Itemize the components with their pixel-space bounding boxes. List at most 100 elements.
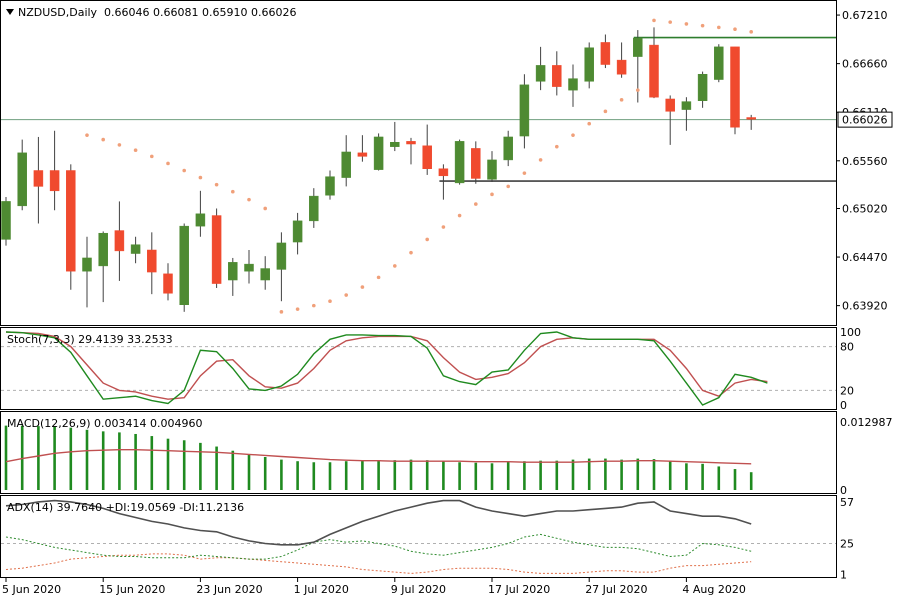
- sar-dot-32: [522, 171, 527, 175]
- sar-dot-20: [328, 299, 332, 304]
- candle-body: [568, 78, 578, 91]
- dropdown-triangle-icon[interactable]: [6, 9, 14, 15]
- candle-body: [406, 141, 416, 145]
- candle-body: [179, 225, 189, 306]
- macd-panel-frame: [0, 411, 837, 494]
- candle-1: [17, 139, 27, 211]
- candle-body: [665, 98, 675, 112]
- sar-dot-31: [506, 184, 511, 189]
- sar-dot-17: [279, 310, 284, 314]
- candle-body: [228, 262, 238, 281]
- sar-dot-7: [117, 143, 122, 147]
- minus-di-line: [5, 553, 752, 574]
- macd-label: MACD(12,26,9) 0.003414 0.004960: [7, 417, 203, 430]
- candle-30: [487, 151, 497, 182]
- macd-group: [4, 425, 753, 490]
- x-tick-label: 1 Jul 2020: [294, 583, 349, 596]
- candle-body: [552, 65, 562, 87]
- candle-32: [519, 74, 530, 149]
- adx-line: [5, 499, 752, 546]
- candle-body: [357, 152, 368, 157]
- candle-17: [276, 232, 287, 302]
- macd-tick-label: 0: [840, 484, 847, 497]
- candle-body: [49, 170, 60, 192]
- candle-45: [730, 46, 740, 135]
- stochastic-label: Stoch(7,3,3) 29.4139 33.2533: [7, 333, 173, 346]
- x-tick-label: 15 Jun 2020: [99, 583, 165, 596]
- candle-42: [681, 97, 692, 131]
- candle-body: [292, 220, 303, 243]
- candle-body: [163, 273, 173, 294]
- y-tick-label: 0.65020: [842, 202, 888, 215]
- candle-23: [373, 133, 384, 171]
- candle-body: [17, 152, 27, 207]
- candle-12: [195, 190, 206, 237]
- main-panel-frame: [0, 0, 837, 326]
- candle-body: [422, 145, 432, 169]
- candle-34: [552, 51, 562, 96]
- sar-dot-16: [263, 206, 268, 211]
- candle-41: [665, 95, 675, 145]
- sar-dot-42: [684, 22, 689, 26]
- candle-body: [309, 195, 319, 222]
- macd-tick-label: 0.012987: [840, 416, 893, 429]
- candle-body: [276, 242, 287, 270]
- candle-body: [697, 73, 708, 101]
- candle-body: [681, 101, 692, 110]
- sar-dot-11: [182, 168, 186, 173]
- adx-label: ADX(14) 39.7640 +DI:19.0569 -DI:11.2136: [7, 501, 244, 514]
- candle-body: [616, 59, 627, 75]
- candle-body: [633, 37, 643, 57]
- sar-dot-6: [101, 137, 105, 142]
- parabolic-sar-group: [85, 18, 753, 314]
- candle-body: [1, 201, 11, 240]
- x-tick-label: 23 Jun 2020: [196, 583, 262, 596]
- stoch-main-line: [5, 331, 768, 406]
- candle-31: [503, 130, 513, 167]
- sar-dot-46: [749, 30, 753, 34]
- symbol-title: NZDUSD,Daily: [18, 6, 98, 19]
- sar-dot-15: [247, 197, 251, 202]
- adx-tick-label: 25: [840, 538, 854, 551]
- sar-dot-43: [700, 23, 705, 28]
- candle-body: [584, 47, 594, 82]
- plus-di-line: [5, 533, 752, 560]
- candle-33: [535, 46, 546, 91]
- candle-6: [98, 231, 108, 303]
- candle-2: [33, 136, 44, 224]
- candle-9: [147, 232, 157, 295]
- adx-group: [1, 499, 836, 574]
- candle-body: [325, 176, 335, 196]
- x-axis-labels: 5 Jun 2020 15 Jun 2020 23 Jun 2020 1 Jul 20…: [2, 578, 746, 596]
- sar-dot-29: [474, 202, 478, 206]
- candle-16: [260, 256, 270, 290]
- candle-body: [195, 213, 206, 227]
- sar-dot-30: [490, 192, 494, 197]
- candle-29: [471, 141, 481, 184]
- adx-tick-label: 57: [840, 496, 854, 509]
- sar-dot-38: [619, 98, 624, 102]
- candle-body: [373, 136, 384, 170]
- candle-body: [33, 170, 44, 187]
- candle-22: [357, 135, 368, 162]
- candle-body: [114, 230, 125, 252]
- candle-21: [341, 135, 351, 187]
- candle-body: [730, 46, 740, 128]
- candle-40: [649, 27, 659, 99]
- sar-dot-26: [425, 237, 430, 242]
- main-header: NZDUSD,Daily 0.66046 0.66081 0.65910 0.6…: [6, 6, 296, 19]
- sar-dot-14: [231, 189, 235, 194]
- current-price-tag: 0.66026: [837, 111, 893, 128]
- candle-13: [211, 208, 222, 288]
- sar-dot-28: [457, 213, 462, 218]
- sar-dot-23: [376, 275, 381, 280]
- candle-body: [260, 268, 270, 281]
- candle-body: [471, 148, 481, 179]
- candle-43: [697, 71, 708, 108]
- candle-body: [600, 42, 611, 65]
- y-tick-label: 0.67210: [842, 9, 888, 22]
- sar-dot-5: [85, 133, 89, 137]
- ohlc-values: 0.66046 0.66081 0.65910 0.66026: [104, 6, 296, 19]
- candle-20: [325, 170, 335, 200]
